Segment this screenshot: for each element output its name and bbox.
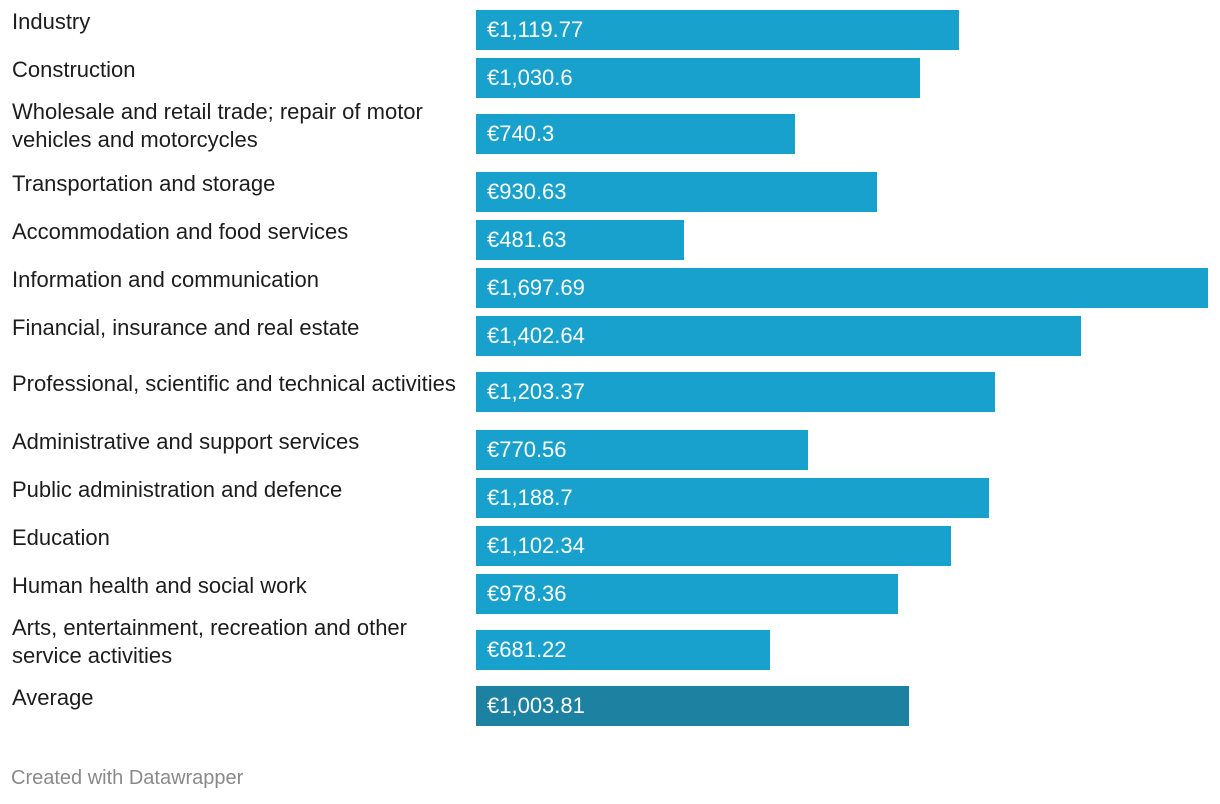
bar: €1,119.77 xyxy=(476,10,959,50)
category-label: Industry xyxy=(12,9,91,34)
category-label: Accommodation and food services xyxy=(12,219,349,244)
category-label: Transportation and storage xyxy=(12,171,276,196)
bar: €1,188.7 xyxy=(476,478,989,518)
category-label: Wholesale and retail trade; repair of mo… xyxy=(12,99,423,152)
bar-chart: Industry €1,119.77 Construction €1,030.6 Who… xyxy=(0,9,1220,726)
category-label: Construction xyxy=(12,57,136,82)
value-label: €1,102.34 xyxy=(487,533,585,558)
bar: €930.63 xyxy=(476,172,877,212)
bar-row: Accommodation and food services €481.63 xyxy=(0,219,1220,260)
bar: €481.63 xyxy=(476,220,684,260)
value-label: €681.22 xyxy=(487,637,567,662)
bar-row: Financial, insurance and real estate €1,4… xyxy=(0,315,1220,356)
bar-row: Construction €1,030.6 xyxy=(0,57,1220,98)
bar-row: Administrative and support services €770.… xyxy=(0,429,1220,470)
bar-row: Average €1,003.81 xyxy=(0,685,1220,726)
bar-row: Wholesale and retail trade; repair of mo… xyxy=(0,99,1220,154)
category-label: Financial, insurance and real estate xyxy=(12,315,360,340)
bar: €770.56 xyxy=(476,430,808,470)
value-label: €978.36 xyxy=(487,581,567,606)
bar-row: Public administration and defence €1,188.… xyxy=(0,477,1220,518)
category-label: Human health and social work xyxy=(12,573,307,598)
bar-row: Information and communication €1,697.69 xyxy=(0,267,1220,308)
datawrapper-credit: Created with Datawrapper xyxy=(11,767,244,789)
bar: €1,697.69 xyxy=(476,268,1208,308)
value-label: €930.63 xyxy=(487,179,567,204)
bar-row: Professional, scientific and technical a… xyxy=(0,371,1220,412)
bar: €1,102.34 xyxy=(476,526,951,566)
value-label: €481.63 xyxy=(487,227,567,252)
bar-row: Human health and social work €978.36 xyxy=(0,573,1220,614)
category-label: Professional, scientific and technical a… xyxy=(12,371,456,396)
bar-row: Education €1,102.34 xyxy=(0,525,1220,566)
value-label: €1,119.77 xyxy=(487,17,584,42)
value-label: €1,030.6 xyxy=(487,65,573,90)
category-label: Education xyxy=(12,525,110,550)
category-label: Arts, entertainment, recreation and othe… xyxy=(12,615,407,668)
value-label: €1,203.37 xyxy=(487,379,585,404)
bar: €1,203.37 xyxy=(476,372,995,412)
bar: €978.36 xyxy=(476,574,898,614)
bar: €1,402.64 xyxy=(476,316,1081,356)
value-label: €1,003.81 xyxy=(487,693,585,718)
average-bar: €1,003.81 xyxy=(476,686,909,726)
category-label: Public administration and defence xyxy=(12,477,343,502)
category-label: Average xyxy=(12,685,94,710)
value-label: €1,402.64 xyxy=(487,323,585,348)
bar-row: Industry €1,119.77 xyxy=(0,9,1220,50)
value-label: €740.3 xyxy=(487,121,555,146)
bar-row: Transportation and storage €930.63 xyxy=(0,171,1220,212)
bar-row: Arts, entertainment, recreation and othe… xyxy=(0,615,1220,670)
category-label: Administrative and support services xyxy=(12,429,360,454)
bar: €740.3 xyxy=(476,114,795,154)
value-label: €1,188.7 xyxy=(487,485,573,510)
bar: €1,030.6 xyxy=(476,58,920,98)
value-label: €770.56 xyxy=(487,437,567,462)
value-label: €1,697.69 xyxy=(487,275,585,300)
category-label: Information and communication xyxy=(12,267,319,292)
bar: €681.22 xyxy=(476,630,770,670)
